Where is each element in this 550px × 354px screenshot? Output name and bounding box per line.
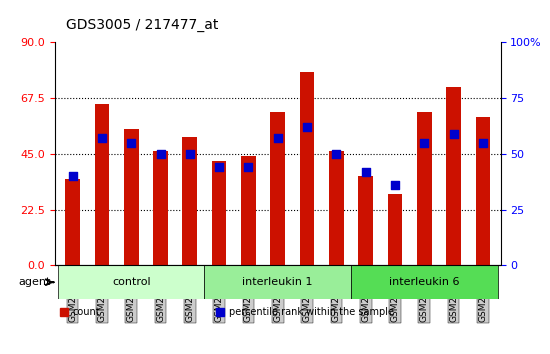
FancyBboxPatch shape xyxy=(58,266,205,299)
Point xyxy=(214,165,223,170)
Bar xyxy=(417,112,432,266)
Point xyxy=(361,169,370,175)
Point xyxy=(478,140,487,145)
Point xyxy=(156,151,165,157)
Point xyxy=(97,136,106,141)
Point xyxy=(127,140,136,145)
Bar xyxy=(446,87,461,266)
Text: GDS3005 / 217477_at: GDS3005 / 217477_at xyxy=(66,18,218,32)
Text: interleukin 1: interleukin 1 xyxy=(243,277,313,287)
Bar xyxy=(359,176,373,266)
Bar xyxy=(271,112,285,266)
Point xyxy=(185,151,194,157)
Bar xyxy=(241,156,256,266)
Bar xyxy=(388,194,402,266)
Point xyxy=(390,182,399,188)
Point xyxy=(302,124,311,130)
Bar xyxy=(476,117,490,266)
Bar xyxy=(153,152,168,266)
Text: count: count xyxy=(73,307,101,317)
Point xyxy=(332,151,341,157)
Bar xyxy=(183,137,197,266)
Bar xyxy=(95,104,109,266)
Text: interleukin 6: interleukin 6 xyxy=(389,277,460,287)
Point xyxy=(273,136,282,141)
Bar xyxy=(329,152,344,266)
Bar xyxy=(65,179,80,266)
Text: percentile rank within the sample: percentile rank within the sample xyxy=(229,307,394,317)
Text: agent: agent xyxy=(18,277,51,287)
Bar xyxy=(300,72,315,266)
Bar xyxy=(124,129,139,266)
Text: control: control xyxy=(112,277,151,287)
Point xyxy=(244,165,253,170)
FancyBboxPatch shape xyxy=(205,266,351,299)
Bar xyxy=(212,161,227,266)
Point xyxy=(420,140,428,145)
Point xyxy=(68,173,77,179)
Point xyxy=(449,131,458,137)
FancyBboxPatch shape xyxy=(351,266,498,299)
